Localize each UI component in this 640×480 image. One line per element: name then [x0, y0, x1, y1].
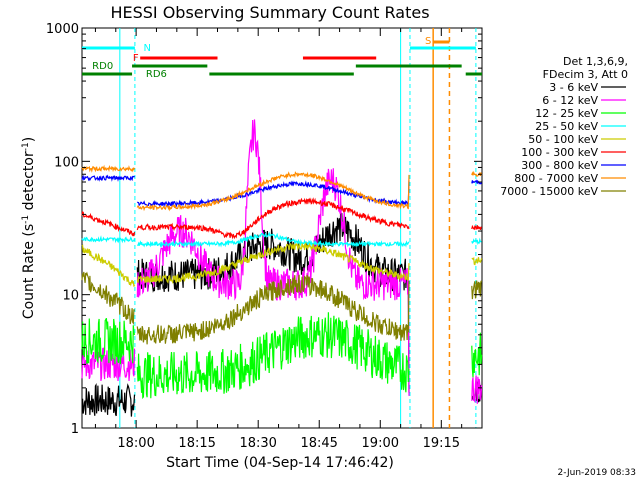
legend-header-line-1: Det 1,3,6,9, [563, 55, 628, 68]
y-axis-label-part-1: Count Rate (s [21, 224, 37, 319]
chart-title: HESSI Observing Summary Count Rates [110, 3, 429, 22]
x-tick-label: 19:15 [423, 436, 460, 451]
y-tick-label: 100 [54, 155, 79, 170]
series-line [81, 312, 483, 400]
series-line [81, 271, 483, 345]
legend-entry-label: 300 - 800 keV [521, 159, 598, 172]
x-tick-label: 18:15 [178, 436, 215, 451]
series-line [81, 164, 483, 212]
legend-entry-label: 6 - 12 keV [542, 94, 598, 107]
y-axis-label-part-2: detector [21, 151, 37, 215]
legend-entry-label: 12 - 25 keV [535, 107, 598, 120]
footer-date: 2-Jun-2019 08:33 [558, 468, 637, 478]
x-tick-label: 19:00 [362, 436, 399, 451]
flag-label: F [133, 53, 139, 64]
y-axis-label-exp-1: -1 [21, 215, 31, 224]
legend-entry-label: 50 - 100 keV [528, 133, 598, 146]
y-axis-ticks: 1 10 100 1000 [46, 22, 482, 437]
series-line [81, 119, 483, 404]
legend-header-line-2: FDecim 3, Att 0 [543, 68, 628, 81]
flag-label: S [425, 36, 431, 47]
y-tick-label: 1000 [46, 22, 79, 37]
flag-label: RD6 [146, 69, 167, 80]
y-tick-label: 10 [62, 289, 79, 304]
x-tick-label: 18:00 [117, 436, 154, 451]
y-tick-label: 1 [71, 422, 79, 437]
series-line [81, 174, 483, 208]
x-tick-label: 18:45 [300, 436, 337, 451]
legend-entry-label: 25 - 50 keV [535, 120, 598, 133]
x-axis-label: Start Time (04-Sep-14 17:46:42) [166, 455, 394, 471]
series-line [81, 197, 483, 240]
y-axis-label-exp-2: -1 [21, 142, 31, 151]
legend-entry-label: 800 - 7000 keV [514, 172, 598, 185]
series-lines [81, 119, 483, 417]
y-axis-label: Count Rate (s-1 detector-1) [21, 137, 37, 319]
legend: Det 1,3,6,9, FDecim 3, Att 0 3 - 6 keV6 … [500, 55, 628, 198]
legend-entry-label: 100 - 300 keV [521, 146, 598, 159]
flag-bars: NF S RD0 RD6 [82, 28, 482, 428]
plot-frame [81, 27, 483, 429]
y-axis-label-part-3: ) [21, 137, 37, 142]
x-tick-label: 18:30 [239, 436, 276, 451]
x-axis-ticks: 18:00 18:15 18:30 18:45 19:00 19:15 [94, 28, 483, 451]
flag-label: N [143, 43, 150, 54]
series-line [81, 231, 482, 248]
legend-entry-label: 7000 - 15000 keV [500, 185, 598, 198]
series-line [81, 241, 483, 287]
flag-label: RD0 [92, 61, 113, 72]
legend-entry-label: 3 - 6 keV [549, 81, 598, 94]
